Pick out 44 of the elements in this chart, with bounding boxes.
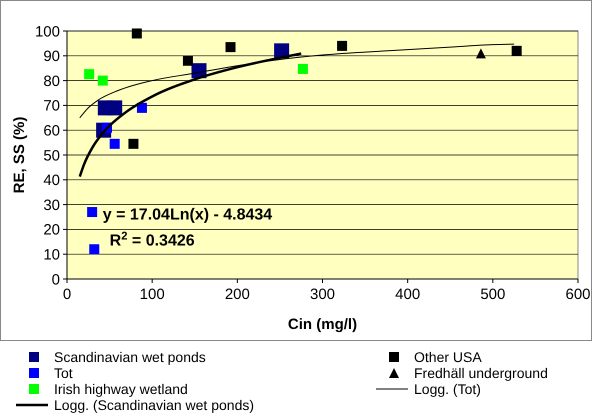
point bbox=[298, 64, 308, 74]
point bbox=[476, 48, 486, 58]
y-tick-label: 100 bbox=[34, 23, 60, 40]
y-tick-label: 40 bbox=[43, 172, 60, 190]
x-tick-label: 500 bbox=[480, 286, 506, 303]
legend-label: Logg. (Scandinavian wet ponds) bbox=[54, 396, 254, 413]
point bbox=[182, 56, 193, 66]
x-tick-label: 100 bbox=[140, 286, 165, 303]
y-tick-label: 80 bbox=[43, 72, 60, 90]
y-tick-label: 0 bbox=[52, 271, 60, 288]
annotation: y = 17.04Ln(x) - 4.8434 bbox=[102, 206, 272, 224]
point bbox=[337, 40, 348, 51]
y-tick-label: 10 bbox=[43, 246, 60, 264]
legend-label: Scandinavian wet ponds bbox=[54, 348, 206, 365]
y-tick-label: 20 bbox=[43, 222, 60, 239]
x-axis-title: Cin (mg/l) bbox=[288, 316, 358, 333]
point bbox=[98, 76, 108, 86]
point bbox=[226, 42, 236, 52]
legend-label: Logg. (Tot) bbox=[414, 380, 481, 397]
legend-label: Fredhäll underground bbox=[414, 364, 548, 381]
y-tick-label: 70 bbox=[43, 98, 60, 115]
legend-label: Other USA bbox=[414, 348, 482, 365]
point bbox=[132, 28, 142, 38]
x-tick-label: 400 bbox=[395, 286, 420, 303]
point bbox=[107, 100, 122, 116]
point bbox=[110, 138, 120, 149]
x-tick-label: 300 bbox=[310, 286, 336, 303]
y-tick-label: 50 bbox=[43, 147, 60, 164]
y-tick-label: 60 bbox=[43, 122, 60, 140]
legend-label: Tot bbox=[54, 364, 73, 381]
x-tick-label: 600 bbox=[565, 286, 591, 303]
y-tick-label: 30 bbox=[43, 196, 60, 214]
y-tick-label: 90 bbox=[43, 48, 60, 66]
point bbox=[84, 69, 94, 80]
point bbox=[89, 244, 100, 254]
point bbox=[128, 138, 138, 149]
point bbox=[136, 102, 147, 113]
point bbox=[87, 207, 98, 218]
y-axis-title: RE, SS (%) bbox=[11, 116, 28, 194]
x-tick-label: 0 bbox=[62, 286, 72, 303]
legend-label: Irish highway wetland bbox=[54, 380, 188, 397]
point bbox=[512, 46, 522, 56]
annotation: R$^{2}$ = 0.3426 bbox=[110, 230, 195, 250]
x-tick-label: 200 bbox=[224, 286, 250, 303]
